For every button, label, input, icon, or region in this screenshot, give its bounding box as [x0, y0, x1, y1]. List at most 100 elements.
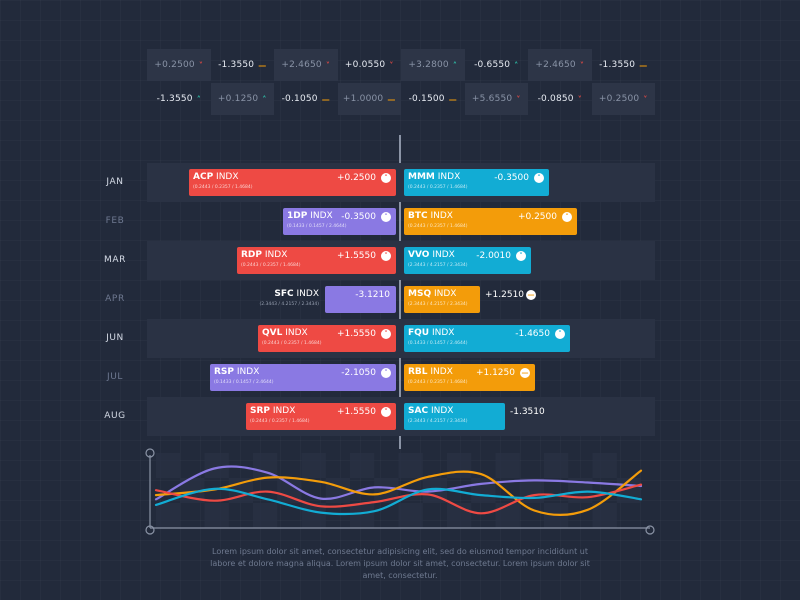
chevron-up-icon[interactable]: ˄ [534, 173, 544, 183]
bar-acp[interactable]: ACP INDX (0.2443 / 0.2357 / 1.4684) +0.250… [189, 169, 396, 196]
bar-sub-values: (0.1433 / 0.1457 / 2.4644) [408, 341, 468, 346]
trend-up-icon: ˄ [262, 94, 267, 104]
bar-label: BTC INDX [408, 211, 453, 221]
grid-cell [544, 453, 569, 478]
bar-value: +1.5550 [336, 329, 376, 339]
ticker-value: -1.3550 [218, 60, 255, 70]
ticker-value: -1.3550 [156, 94, 193, 104]
ticker-cell: +0.2500 ˅ [147, 49, 211, 81]
month-label: AUG [104, 411, 126, 421]
grid-cell [592, 453, 617, 478]
bar-rsp[interactable]: RSP INDX (0.1433 / 0.1457 / 2.4644) -2.105… [210, 364, 396, 391]
axis-origin-marker [145, 525, 155, 535]
chevron-up-icon[interactable]: ˄ [562, 212, 572, 222]
month-label: FEB [105, 216, 125, 226]
series-line-red [154, 483, 643, 515]
line-chart [145, 448, 655, 535]
caption-text: Lorem ipsum dolor sit amet, consectetur … [210, 547, 590, 580]
bar-qvl[interactable]: QVL INDX (0.2443 / 0.2357 / 1.4684) +1.555… [258, 325, 396, 352]
chevron-up-icon[interactable]: ˄ [381, 173, 391, 183]
ticker-row: -1.3550 ˄ +0.1250 ˄ -0.1050— +1.0000— -0.1500—… [147, 83, 655, 115]
bar-label: RBL INDX [408, 367, 453, 377]
bar-value: -1.4650 [515, 329, 550, 339]
trend-up-icon: ˄ [196, 94, 201, 104]
ticker-cell: +2.4650 ˅ [528, 49, 592, 81]
chevron-flat-icon[interactable]: — [526, 290, 536, 300]
ticker-value: +3.2800 [408, 60, 449, 70]
bar-value: -1.3510 [510, 407, 545, 417]
grid-cell [447, 453, 472, 478]
ticker-cell: -0.1050— [274, 83, 338, 115]
trend-down-icon: ˅ [516, 94, 521, 104]
grid-cell [350, 503, 375, 528]
bar-label: MSQ INDX [408, 289, 457, 299]
ticker-value: -0.1500 [408, 94, 445, 104]
ticker-cell: +1.0000— [337, 83, 401, 115]
chevron-flat-icon[interactable]: — [520, 368, 530, 378]
ticker-cell: -1.3550 ˄ [147, 83, 211, 115]
bar-sfc[interactable]: -3.1210 [325, 286, 396, 313]
ticker-cell: +2.4650 ˅ [274, 49, 338, 81]
bar-btc[interactable]: BTC INDX (0.2443 / 0.2357 / 1.4684) +0.250… [404, 208, 577, 235]
ticker-value: -1.3550 [599, 60, 636, 70]
bar-label: RSP INDX [214, 367, 260, 377]
chevron-down-icon[interactable]: ˅ [381, 407, 391, 417]
bar-label: 1DP INDX [287, 211, 333, 221]
ticker-cell: -0.6550 ˄ [465, 49, 529, 81]
bar-fqu[interactable]: FQU INDX (0.1433 / 0.1457 / 2.4644) -1.465… [404, 325, 570, 352]
chevron-down-icon[interactable]: ˅ [516, 251, 526, 261]
bar-msq[interactable]: MSQ INDX (2.3443 / 4.2157 / 2.3434) [404, 286, 480, 313]
series-line-cyan [154, 487, 643, 516]
chevron-down-icon[interactable]: ˅ [555, 329, 565, 339]
grid-cell [592, 503, 617, 528]
chevron-up-icon[interactable]: ˄ [381, 212, 391, 222]
row-band [147, 397, 655, 436]
bar-rbl[interactable]: RBL INDX (0.2443 / 0.2357 / 1.4684) +1.125… [404, 364, 535, 391]
trend-up-icon: ˄ [452, 60, 458, 70]
bar-value: -3.1210 [355, 290, 390, 300]
grid-cell [301, 453, 326, 478]
bar-sub-values: (2.3443 / 4.2157 / 2.3434) [408, 302, 468, 307]
grid-cell [204, 503, 229, 528]
ticker-value: +0.1250 [217, 94, 259, 104]
bar-1dp[interactable]: 1DP INDX (0.1433 / 0.1457 / 2.4644) -0.350… [283, 208, 396, 235]
bar-rdp[interactable]: RDP INDX (0.2443 / 0.2357 / 1.4684) +1.555… [237, 247, 396, 274]
bar-sub-values: (0.1433 / 0.1457 / 2.4644) [287, 224, 347, 229]
bar-label: VVO INDX [408, 250, 455, 260]
ticker-cell: +0.0550 ˅ [338, 49, 402, 81]
bar-sub-values: (0.2443 / 0.2357 / 1.4684) [193, 185, 253, 190]
grid-cell [398, 453, 423, 478]
month-label: JUL [106, 372, 124, 382]
ticker-row: +0.2500 ˅ -1.3550— +2.4650 ˅ +0.0550 ˅ +3.2800 ˄… [147, 49, 655, 81]
grid-cell [156, 503, 181, 528]
bar-value: -0.3500 [494, 173, 529, 183]
bar-sub-values: (0.1433 / 0.1457 / 2.4644) [214, 380, 274, 385]
bar-vvo[interactable]: VVO INDX (2.3443 / 4.2157 / 2.3434) -2.001… [404, 247, 531, 274]
ticker-cell: -0.1500— [401, 83, 465, 115]
chevron-down-icon[interactable]: ˅ [381, 251, 391, 261]
grid-cell [495, 453, 520, 478]
bar-value: -2.1050 [341, 368, 376, 378]
ticker-value: -0.1050 [281, 94, 318, 104]
month-label: JUN [106, 333, 124, 343]
chevron-down-icon[interactable]: ˅ [381, 368, 391, 378]
grid-cell [350, 453, 375, 478]
ticker-cell: +0.1250 ˄ [210, 83, 274, 115]
ticker-value: +0.0550 [344, 60, 386, 70]
ticker-value: +1.0000 [342, 94, 384, 104]
trend-down-icon: ˅ [643, 94, 648, 104]
bar-label: QVL INDX [262, 328, 308, 338]
bar-label: SRP INDX [250, 406, 296, 416]
bar-srp[interactable]: SRP INDX (0.2443 / 0.2357 / 1.4684) +1.555… [246, 403, 396, 430]
axis-end-marker [645, 525, 655, 535]
trend-flat-icon: — [321, 94, 330, 104]
bar-mmm[interactable]: MMM INDX (0.2443 / 0.2357 / 1.4684) -0.350… [404, 169, 549, 196]
bar-sub-values: (0.2443 / 0.2357 / 1.4684) [408, 185, 468, 190]
chevron-down-icon[interactable]: ˅ [381, 329, 391, 339]
trend-up-icon: ˄ [514, 60, 519, 70]
row-band [147, 241, 655, 280]
ticker-value: -0.6550 [474, 60, 511, 70]
ticker-value: +5.6550 [471, 94, 513, 104]
bar-sac[interactable]: SAC INDX (2.3443 / 4.2157 / 2.3434) [404, 403, 505, 430]
bar-sub-values: (0.2443 / 0.2357 / 1.4684) [262, 341, 322, 346]
